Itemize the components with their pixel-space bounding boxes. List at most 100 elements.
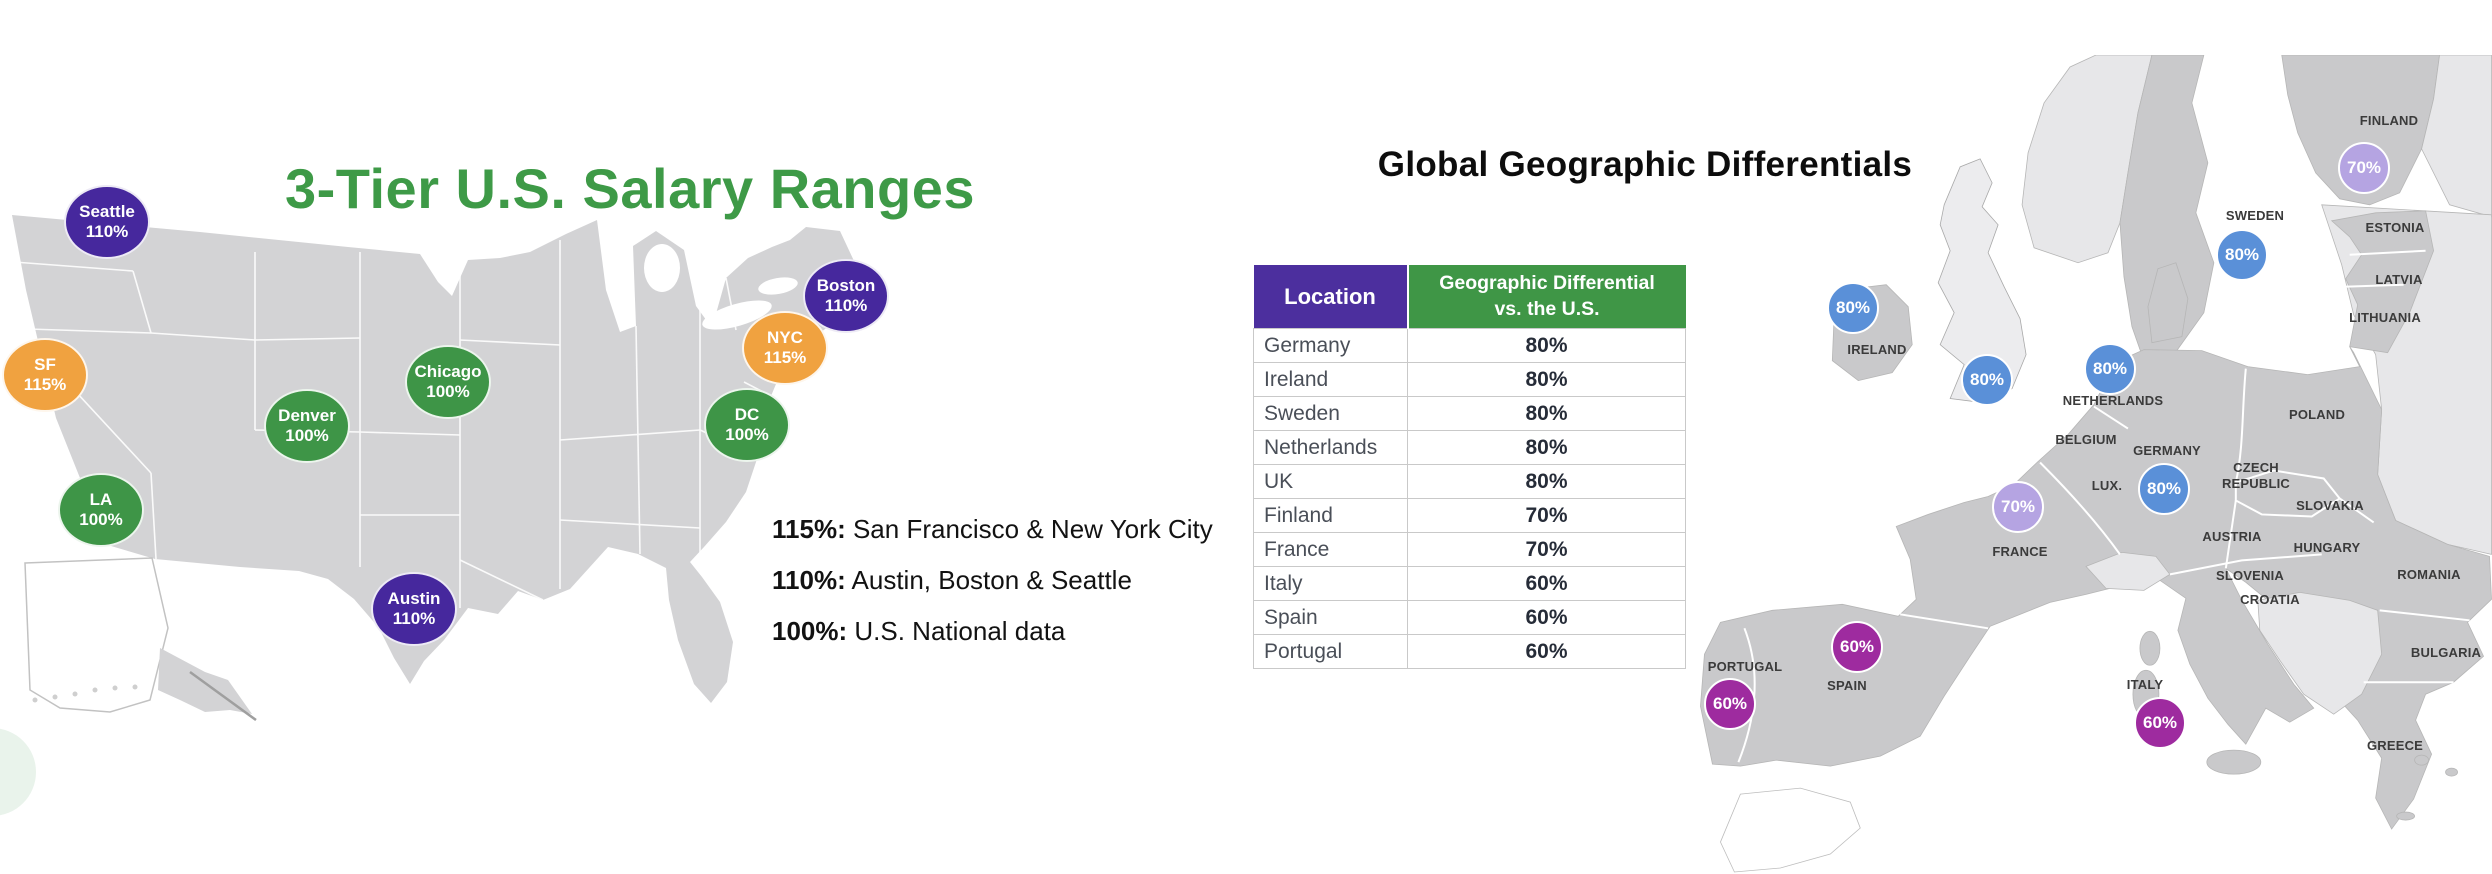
differential-marker-germany: 80%	[2138, 463, 2190, 515]
legend-line: 110%: Austin, Boston & Seattle	[772, 565, 1213, 596]
city-value: 110%	[392, 609, 436, 628]
table-cell-differential: 80%	[1407, 396, 1686, 431]
city-value: 115%	[763, 348, 807, 367]
table-row: Sweden 80%	[1253, 396, 1686, 431]
table-cell-differential: 70%	[1407, 498, 1686, 533]
table-row: Netherlands 80%	[1253, 430, 1686, 465]
country-label: ESTONIA	[2365, 219, 2425, 235]
legend-tier: 110%:	[772, 565, 846, 595]
differential-marker-netherlands: 80%	[2084, 343, 2136, 395]
table-cell-location: Sweden	[1253, 396, 1408, 431]
table-cell-location: Portugal	[1253, 634, 1408, 669]
differential-marker-sweden: 80%	[2216, 229, 2268, 281]
city-bubble-sf: SF 115%	[2, 338, 88, 412]
country-label: PORTUGAL	[1707, 658, 1783, 674]
city-name: DC	[734, 405, 760, 424]
city-value: 100%	[285, 426, 329, 445]
legend-text: Austin, Boston & Seattle	[845, 565, 1132, 595]
city-name: Austin	[387, 589, 441, 608]
city-name: SF	[34, 355, 56, 374]
city-name: Chicago	[414, 362, 482, 381]
differential-marker-finland: 70%	[2338, 142, 2390, 194]
city-bubble-austin: Austin 110%	[371, 572, 457, 646]
city-name: NYC	[767, 328, 803, 347]
table-cell-differential: 60%	[1407, 566, 1686, 601]
differential-marker-uk: 80%	[1961, 354, 2013, 406]
differential-marker-ireland: 80%	[1827, 282, 1879, 334]
table-cell-differential: 80%	[1407, 464, 1686, 499]
table-cell-differential: 80%	[1407, 362, 1686, 397]
country-label: AUSTRIA	[2202, 528, 2262, 544]
table-cell-differential: 60%	[1407, 600, 1686, 635]
country-label: FINLAND	[2359, 112, 2419, 128]
city-name: Seattle	[79, 202, 135, 221]
city-value: 100%	[79, 510, 123, 529]
table-row: Ireland 80%	[1253, 362, 1686, 397]
country-label: BELGIUM	[2055, 431, 2117, 447]
country-label: BULGARIA	[2410, 644, 2482, 660]
table-cell-differential: 70%	[1407, 532, 1686, 567]
legend-tier: 100%:	[772, 616, 848, 646]
europe-map-area: FINLAND SWEDEN ESTONIA LATVIA LITHUANIA IRELA…	[1682, 55, 2492, 874]
table-cell-differential: 80%	[1407, 328, 1686, 363]
city-value: 115%	[23, 375, 67, 394]
country-label: CZECH REPUBLIC	[2221, 459, 2291, 491]
table-cell-location: France	[1253, 532, 1408, 567]
table-row: Portugal 60%	[1253, 634, 1686, 669]
table-row: Italy 60%	[1253, 566, 1686, 601]
city-bubble-nyc: NYC 115%	[742, 311, 828, 385]
table-cell-differential: 80%	[1407, 430, 1686, 465]
us-section-title: 3-Tier U.S. Salary Ranges	[285, 156, 975, 220]
city-value: 110%	[85, 222, 129, 241]
country-label: SPAIN	[1827, 677, 1867, 693]
table-row: Germany 80%	[1253, 328, 1686, 363]
legend-line: 115%: San Francisco & New York City	[772, 514, 1213, 545]
country-label: GREECE	[2366, 737, 2424, 753]
country-label: CROATIA	[2240, 591, 2300, 607]
city-value: 100%	[426, 382, 470, 401]
table-row: Spain 60%	[1253, 600, 1686, 635]
city-name: LA	[89, 490, 113, 509]
legend-text: U.S. National data	[847, 616, 1066, 646]
country-label: POLAND	[2288, 406, 2346, 422]
differential-marker-portugal: 60%	[1704, 678, 1756, 730]
table-row: France 70%	[1253, 532, 1686, 567]
city-name: Denver	[278, 406, 336, 425]
city-value: 100%	[725, 425, 769, 444]
city-value: 110%	[824, 296, 868, 315]
table-header-differential: Geographic Differential vs. the U.S.	[1407, 265, 1686, 329]
country-label: FRANCE	[1992, 543, 2048, 559]
city-bubble-chicago: Chicago 100%	[405, 345, 491, 419]
geo-differential-table: Location Geographic Differential vs. the…	[1253, 265, 1686, 669]
country-label: LUX.	[2091, 477, 2123, 493]
country-label: SLOVENIA	[2215, 567, 2285, 583]
city-bubble-seattle: Seattle 110%	[64, 185, 150, 259]
country-label: GERMANY	[2133, 442, 2201, 458]
global-section-title: Global Geographic Differentials	[1377, 145, 1913, 185]
legend-line: 100%: U.S. National data	[772, 616, 1213, 647]
table-cell-location: Spain	[1253, 600, 1408, 635]
country-label: IRELAND	[1847, 341, 1907, 357]
country-label: LATVIA	[2375, 271, 2423, 287]
city-bubble-la: LA 100%	[58, 473, 144, 547]
country-label: NETHERLANDS	[2062, 392, 2164, 408]
table-row: UK 80%	[1253, 464, 1686, 499]
table-cell-location: UK	[1253, 464, 1408, 499]
table-row: Finland 70%	[1253, 498, 1686, 533]
city-bubble-dc: DC 100%	[704, 388, 790, 462]
country-label: LITHUANIA	[2349, 309, 2421, 325]
table-header-location: Location	[1253, 265, 1409, 329]
differential-marker-italy: 60%	[2134, 697, 2186, 749]
table-cell-location: Germany	[1253, 328, 1408, 363]
table-cell-location: Italy	[1253, 566, 1408, 601]
table-cell-location: Netherlands	[1253, 430, 1408, 465]
differential-marker-france: 70%	[1992, 481, 2044, 533]
legend-text: San Francisco & New York City	[845, 514, 1213, 544]
country-label: ROMANIA	[2397, 566, 2461, 582]
table-cell-location: Ireland	[1253, 362, 1408, 397]
city-bubble-denver: Denver 100%	[264, 389, 350, 463]
us-tier-legend: 115%: San Francisco & New York City 110%:…	[772, 514, 1213, 667]
differential-marker-spain: 60%	[1831, 621, 1883, 673]
country-label: SLOVAKIA	[2296, 497, 2364, 513]
